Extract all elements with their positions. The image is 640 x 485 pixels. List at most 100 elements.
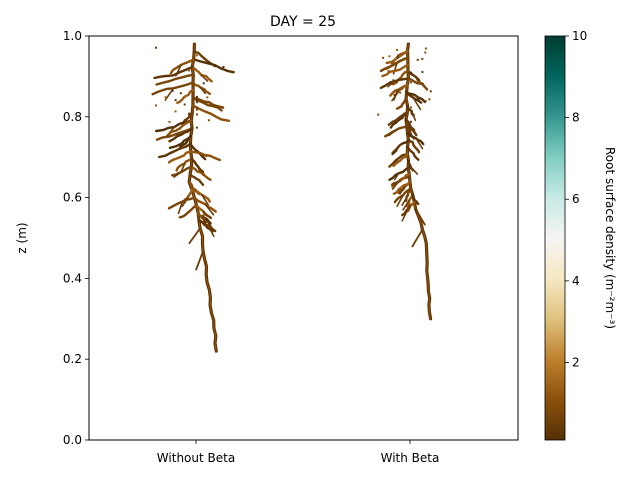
lateral-root: [192, 58, 235, 74]
lateral-root: [188, 173, 205, 187]
root-speck: [222, 66, 225, 68]
root-systems: [151, 42, 433, 353]
lateral-root: [391, 70, 410, 86]
root-speck: [387, 70, 390, 73]
root-speck: [188, 69, 190, 72]
y-tick-label: 0.4: [63, 271, 82, 285]
lateral-root: [379, 56, 409, 73]
lateral-root: [392, 180, 412, 195]
secondary-root: [203, 216, 213, 229]
lateral-root: [389, 84, 409, 97]
root-system-without-beta: [151, 42, 235, 353]
lateral-root: [385, 49, 409, 65]
lateral-root: [168, 127, 194, 143]
secondary-root: [204, 203, 215, 216]
root-speck: [393, 94, 396, 96]
root-speck: [168, 120, 171, 123]
root-speck: [424, 100, 427, 103]
lateral-root: [153, 65, 194, 80]
colorbar-tick-label: 6: [572, 192, 580, 206]
lateral-root: [411, 194, 420, 206]
root-speck: [397, 56, 399, 59]
root-speck: [196, 113, 198, 116]
lateral-root: [396, 97, 408, 110]
root-speck: [410, 106, 412, 109]
plot-frame: [88, 35, 519, 441]
root-speck: [196, 126, 198, 129]
root-speck: [196, 95, 198, 98]
colorbar-label: Root surface density (m⁻²m⁻³): [603, 147, 617, 329]
lateral-root: [407, 77, 429, 91]
root-speck: [401, 105, 404, 108]
root-speck: [174, 99, 177, 102]
root-speck: [399, 91, 402, 94]
lateral-root: [190, 165, 212, 181]
secondary-root: [402, 199, 410, 211]
secondary-root: [204, 224, 214, 233]
secondary-root: [415, 137, 424, 150]
lateral-root: [191, 65, 213, 83]
secondary-root: [409, 126, 417, 135]
root-speck: [164, 96, 167, 99]
root-speck: [183, 103, 186, 106]
colorbar-tick-label: 10: [572, 29, 587, 43]
lateral-root: [381, 63, 410, 78]
secondary-root: [396, 194, 404, 207]
lateral-root: [176, 88, 195, 104]
lateral-root: [191, 104, 231, 122]
lateral-root: [191, 96, 225, 109]
secondary-root: [394, 172, 400, 181]
root-speck: [202, 82, 205, 85]
secondary-root: [180, 162, 186, 173]
root-speck: [428, 98, 431, 101]
secondary-root: [201, 194, 209, 206]
root-speck: [179, 92, 182, 95]
root-speck: [196, 108, 198, 111]
lower-lateral-root: [188, 227, 201, 244]
root-speck: [196, 99, 198, 102]
root-speck: [410, 111, 413, 114]
lateral-root: [167, 150, 192, 164]
x-tick-label: Without Beta: [157, 451, 235, 465]
secondary-root: [399, 185, 406, 195]
lower-lateral-root: [195, 250, 204, 271]
x-tick-label: With Beta: [381, 451, 440, 465]
root-speck: [203, 57, 206, 60]
lower-lateral-root: [414, 208, 426, 226]
lateral-root: [406, 145, 420, 161]
secondary-root: [401, 194, 409, 206]
secondary-root: [387, 80, 396, 88]
root-speck: [196, 54, 198, 57]
secondary-root: [393, 89, 399, 101]
y-axis-ticks: 0.0 0.2 0.4 0.6 0.8 1.0: [63, 29, 89, 447]
root-speck: [418, 81, 421, 84]
root-speck: [382, 56, 385, 59]
colorbar-ticks: 2 4 6 8 10: [565, 29, 587, 369]
secondary-root: [391, 144, 401, 154]
root-speck: [410, 120, 412, 123]
root-speck: [155, 46, 157, 49]
lateral-root: [407, 139, 421, 154]
colorbar: [544, 35, 566, 441]
secondary-root: [177, 200, 184, 215]
root-speck: [392, 79, 395, 82]
secondary-root: [388, 129, 397, 137]
y-tick-label: 0.0: [63, 433, 82, 447]
root-speck: [421, 71, 424, 73]
root-speck: [377, 113, 380, 116]
root-speck: [177, 65, 179, 68]
y-tick-label: 0.6: [63, 191, 82, 205]
root-speck: [396, 49, 398, 51]
secondary-root: [202, 210, 212, 220]
root-speck: [188, 112, 191, 115]
root-speck: [421, 57, 424, 60]
root-speck: [196, 101, 198, 104]
secondary-root: [404, 204, 412, 214]
root-speck: [410, 73, 412, 76]
y-tick-label: 1.0: [63, 29, 82, 43]
colorbar-tick-label: 4: [572, 274, 580, 288]
lateral-root: [392, 152, 409, 168]
root-speck: [410, 81, 412, 84]
